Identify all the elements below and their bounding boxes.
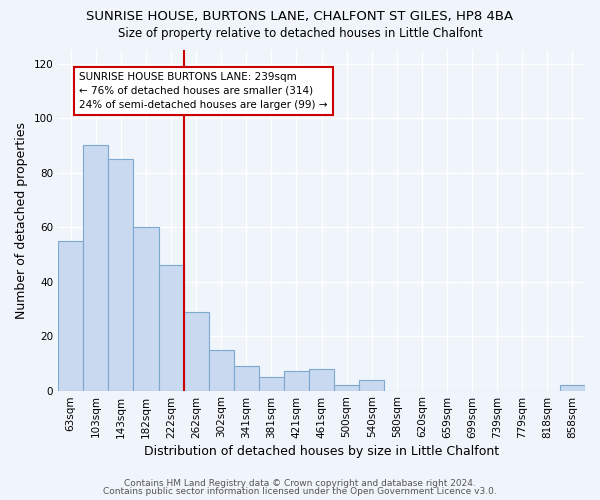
X-axis label: Distribution of detached houses by size in Little Chalfont: Distribution of detached houses by size … [144,444,499,458]
Bar [158,265,184,390]
Bar [184,312,209,390]
Bar [209,350,234,391]
Bar [234,366,259,390]
Text: SUNRISE HOUSE BURTONS LANE: 239sqm
← 76% of detached houses are smaller (314)
24: SUNRISE HOUSE BURTONS LANE: 239sqm ← 76%… [79,72,328,110]
Bar [560,385,585,390]
Text: Size of property relative to detached houses in Little Chalfont: Size of property relative to detached ho… [118,28,482,40]
Y-axis label: Number of detached properties: Number of detached properties [15,122,28,319]
Bar [58,240,83,390]
Bar [359,380,385,390]
Bar [284,372,309,390]
Text: Contains public sector information licensed under the Open Government Licence v3: Contains public sector information licen… [103,487,497,496]
Bar [309,369,334,390]
Bar [109,159,133,390]
Bar [83,146,109,390]
Text: Contains HM Land Registry data © Crown copyright and database right 2024.: Contains HM Land Registry data © Crown c… [124,478,476,488]
Bar [259,377,284,390]
Bar [133,227,158,390]
Text: SUNRISE HOUSE, BURTONS LANE, CHALFONT ST GILES, HP8 4BA: SUNRISE HOUSE, BURTONS LANE, CHALFONT ST… [86,10,514,23]
Bar [334,385,359,390]
